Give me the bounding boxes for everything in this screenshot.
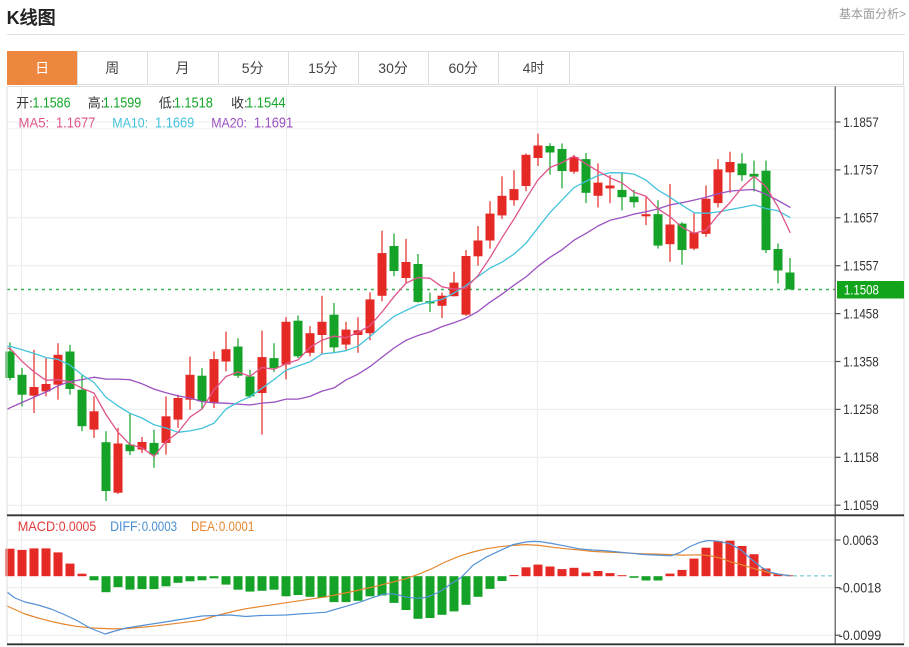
svg-text:0.0001: 0.0001 <box>219 518 255 534</box>
svg-text:1.1857: 1.1857 <box>843 114 879 130</box>
svg-text:1.1677: 1.1677 <box>56 115 95 132</box>
svg-text:MA10:: MA10: <box>112 115 148 131</box>
svg-text:1.1544: 1.1544 <box>246 95 286 112</box>
svg-text:1.1518: 1.1518 <box>174 95 213 112</box>
svg-text:1.1458: 1.1458 <box>843 305 879 321</box>
svg-text:1.1158: 1.1158 <box>843 449 879 465</box>
svg-text:0.0063: 0.0063 <box>843 532 879 548</box>
svg-text:低:: 低: <box>159 96 176 111</box>
svg-text:开:: 开: <box>16 96 33 111</box>
svg-text:1.1599: 1.1599 <box>103 95 142 112</box>
svg-text:收:: 收: <box>231 96 248 111</box>
svg-text:0.0003: 0.0003 <box>142 518 178 534</box>
svg-text:1.1657: 1.1657 <box>843 210 879 226</box>
svg-text:-0.0018: -0.0018 <box>839 579 882 595</box>
svg-text:MA5:: MA5: <box>19 115 50 131</box>
svg-text:1.1358: 1.1358 <box>843 353 879 369</box>
svg-text:1.1586: 1.1586 <box>33 95 71 112</box>
svg-text:高:: 高: <box>88 96 105 111</box>
svg-text:1.1059: 1.1059 <box>843 497 879 513</box>
svg-text:0.0005: 0.0005 <box>59 518 97 534</box>
svg-text:1.1557: 1.1557 <box>843 258 879 274</box>
svg-text:MACD:: MACD: <box>18 518 59 534</box>
svg-text:MA20:: MA20: <box>211 115 247 131</box>
svg-text:-0.0099: -0.0099 <box>839 627 882 643</box>
svg-text:1.1508: 1.1508 <box>844 282 879 298</box>
svg-text:1.1757: 1.1757 <box>843 162 879 178</box>
svg-text:1.1258: 1.1258 <box>843 401 879 417</box>
svg-text:DIFF:: DIFF: <box>110 518 141 534</box>
svg-text:DEA:: DEA: <box>191 518 218 534</box>
svg-text:1.1669: 1.1669 <box>155 115 194 132</box>
svg-text:1.1691: 1.1691 <box>254 115 293 132</box>
